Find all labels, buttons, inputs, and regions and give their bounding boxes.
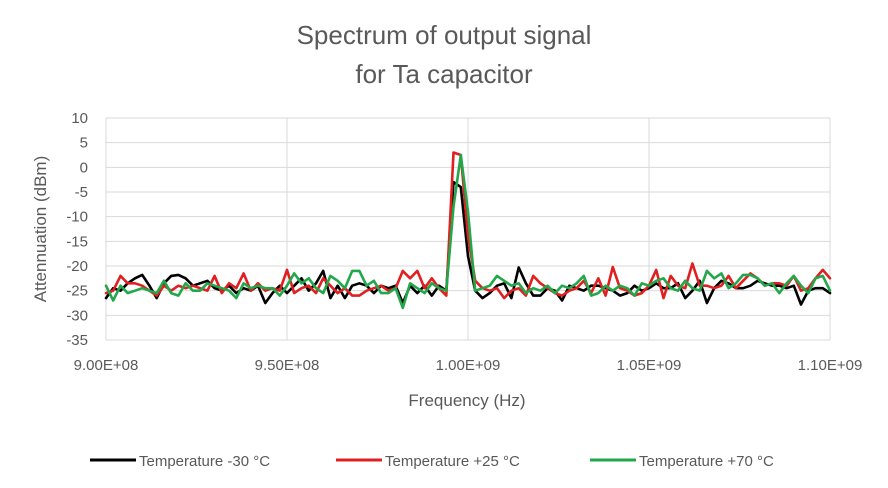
y-tick-label: 0 [80,159,88,176]
x-tick-label: 1.10E+09 [798,357,863,374]
y-tick-label: -35 [66,332,88,349]
chart-title-line-2: for Ta capacitor [355,59,533,89]
plot-series [104,151,832,310]
x-tick-label: 9.50E+08 [255,357,320,374]
x-tick-label: 1.05E+09 [617,357,682,374]
y-tick-label: -15 [66,233,88,250]
y-tick-label: -30 [66,307,88,324]
series-line-2 [104,151,832,300]
y-axis-ticks: 10 5 0 -5 -10 -15 -20 -25 -30 -35 [66,110,88,349]
y-tick-label: -25 [66,283,88,300]
chart-title-line-1: Spectrum of output signal [297,20,592,50]
legend-label-3: Temperature +70 °C [639,453,774,470]
x-axis-ticks: 9.00E+08 9.50E+08 1.00E+09 1.05E+09 1.10E+09 [74,357,863,374]
series-line-3 [104,153,832,310]
legend-label-2: Temperature +25 °C [385,453,520,470]
legend-label-1: Temperature -30 °C [139,453,270,470]
x-tick-label: 1.00E+09 [436,357,501,374]
x-axis-title: Frequency (Hz) [408,391,525,410]
y-tick-label: -5 [75,184,88,201]
legend: Temperature -30 °C Temperature +25 °C Temp… [90,453,774,470]
y-tick-label: 5 [80,135,88,152]
y-tick-label: -10 [66,209,88,226]
y-tick-label: 10 [71,110,88,127]
y-axis-title: Attennuation (dBm) [31,156,50,302]
y-tick-label: -20 [66,258,88,275]
x-tick-label: 9.00E+08 [74,357,139,374]
